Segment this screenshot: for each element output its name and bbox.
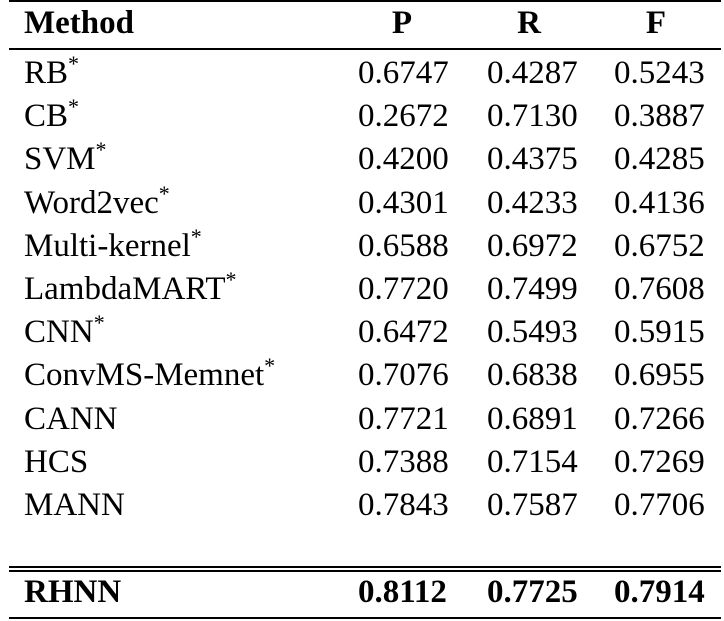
r-value: 0.7499 — [487, 271, 578, 307]
p-value: 0.7720 — [358, 271, 449, 307]
r-value: 0.7725 — [487, 574, 578, 610]
method-label: ConvMS-Memnet — [24, 357, 265, 394]
method-label: CNN — [24, 314, 94, 351]
method-name: Word2vec* — [24, 181, 170, 225]
top-rule — [9, 0, 721, 2]
f-value: 0.4285 — [614, 141, 705, 178]
method-label: RB — [24, 55, 69, 91]
table-row: ConvMS-Memnet* 0.7076 0.6838 0.6955 — [0, 353, 724, 397]
table-row: Word2vec* 0.4301 0.4233 0.4136 — [0, 181, 724, 225]
method-name: CB* — [24, 94, 79, 138]
baseline-mark: * — [95, 137, 107, 163]
method-name: SVM* — [24, 137, 107, 181]
baseline-mark: * — [158, 180, 170, 206]
f-value: 0.3887 — [614, 98, 705, 135]
p-value: 0.7388 — [358, 443, 449, 480]
table-row-final: RHNN 0.8112 0.7725 0.7914 — [0, 570, 724, 614]
p-value: 0.2672 — [358, 98, 449, 135]
header-method: Method — [24, 5, 134, 41]
r-value: 0.5493 — [487, 314, 578, 351]
method-name: RB* — [24, 51, 79, 95]
f-value: 0.7266 — [614, 400, 705, 437]
method-name: RHNN — [24, 574, 122, 610]
method-name: CANN — [24, 397, 118, 441]
r-value: 0.6838 — [487, 357, 578, 394]
table-row: RB* 0.6747 0.4287 0.5243 — [0, 51, 724, 95]
method-label: SVM — [24, 141, 96, 178]
f-value: 0.6752 — [614, 227, 705, 264]
table-row: Multi-kernel* 0.6588 0.6972 0.6752 — [0, 224, 724, 268]
header-rule — [9, 48, 721, 50]
r-value: 0.7587 — [487, 487, 578, 523]
baseline-mark: * — [225, 267, 237, 292]
f-value: 0.6955 — [614, 357, 705, 394]
p-value: 0.6472 — [358, 314, 449, 351]
f-value: 0.5915 — [614, 314, 705, 351]
p-value: 0.7076 — [358, 357, 449, 394]
method-label: LambdaMART — [24, 271, 226, 307]
r-value: 0.4287 — [487, 55, 578, 91]
r-value: 0.4233 — [487, 184, 578, 221]
method-label: CANN — [24, 400, 118, 437]
r-value: 0.6891 — [487, 400, 578, 437]
method-name: CNN* — [24, 310, 105, 354]
separator-rule — [9, 566, 721, 568]
table-row: CB* 0.2672 0.7130 0.3887 — [0, 94, 724, 138]
table-row: SVM* 0.4200 0.4375 0.4285 — [0, 137, 724, 181]
method-name: Multi-kernel* — [24, 224, 202, 268]
r-value: 0.7154 — [487, 443, 578, 480]
p-value: 0.4301 — [358, 184, 449, 221]
method-label: Word2vec — [24, 184, 159, 221]
baseline-mark: * — [93, 310, 105, 336]
method-label: Multi-kernel — [24, 227, 191, 264]
method-name: LambdaMART* — [24, 267, 236, 311]
p-value: 0.8112 — [358, 574, 447, 610]
table-row: CANN 0.7721 0.6891 0.7266 — [0, 397, 724, 441]
f-value: 0.7269 — [614, 443, 705, 480]
baseline-mark: * — [68, 51, 80, 76]
method-label: CB — [24, 98, 69, 135]
method-name: ConvMS-Memnet* — [24, 353, 275, 397]
p-value: 0.7843 — [358, 487, 449, 523]
f-value: 0.7914 — [614, 574, 705, 610]
p-value: 0.6588 — [358, 227, 449, 264]
method-label: HCS — [24, 443, 89, 480]
table-row: MANN 0.7843 0.7587 0.7706 — [0, 483, 724, 527]
table-row: CNN* 0.6472 0.5493 0.5915 — [0, 310, 724, 354]
method-name: HCS — [24, 440, 88, 484]
table-row: HCS 0.7388 0.7154 0.7269 — [0, 440, 724, 484]
separator-rule-2 — [9, 570, 721, 572]
p-value: 0.6747 — [358, 55, 449, 91]
header-r: R — [517, 5, 541, 41]
r-value: 0.7130 — [487, 98, 578, 135]
f-value: 0.7706 — [614, 487, 705, 523]
header-p: P — [391, 5, 413, 41]
header-f: F — [645, 5, 667, 41]
method-name: MANN — [24, 483, 125, 527]
r-value: 0.4375 — [487, 141, 578, 178]
baseline-mark: * — [264, 353, 276, 379]
f-value: 0.7608 — [614, 271, 705, 307]
method-label: MANN — [24, 487, 125, 523]
baseline-mark: * — [68, 94, 80, 120]
r-value: 0.6972 — [487, 227, 578, 264]
baseline-mark: * — [190, 223, 202, 249]
f-value: 0.4136 — [614, 184, 705, 221]
header-row: Method P R F — [0, 1, 724, 45]
p-value: 0.4200 — [358, 141, 449, 178]
f-value: 0.5243 — [614, 55, 705, 91]
table-row: LambdaMART* 0.7720 0.7499 0.7608 — [0, 267, 724, 311]
p-value: 0.7721 — [358, 400, 449, 437]
bottom-rule — [9, 617, 721, 619]
